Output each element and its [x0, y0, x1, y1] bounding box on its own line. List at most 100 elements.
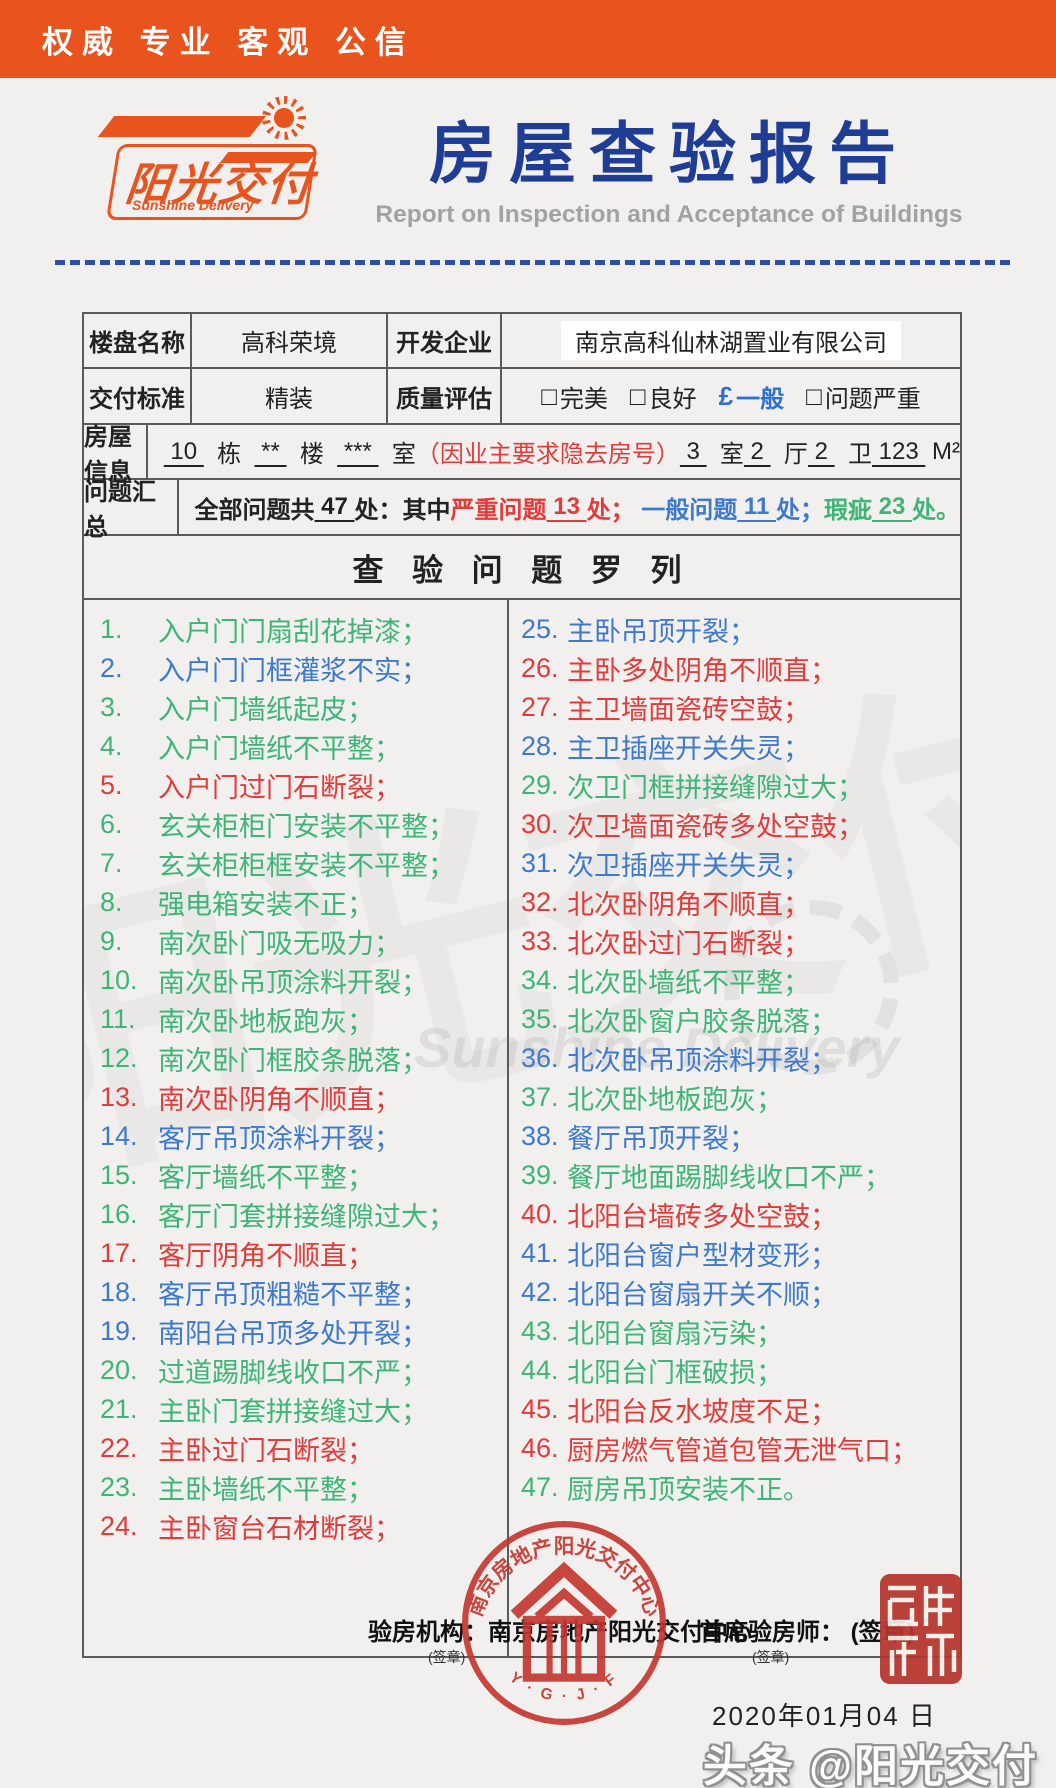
- text-token: 栋: [203, 441, 255, 468]
- problem-number: 47.: [521, 1472, 559, 1502]
- quality-option-良好[interactable]: □ 良好: [630, 379, 697, 414]
- problem-number: 17.: [100, 1238, 138, 1268]
- problem-number: 46.: [521, 1433, 559, 1463]
- problem-item-26: 26. 主卧多处阴角不顺直；: [521, 649, 960, 688]
- problem-number: 32.: [521, 887, 559, 917]
- problem-list: 阳光交付 Sunshine Delivery 1. 入户门门扇刮花掉漆； 2. 入户门…: [84, 600, 960, 1656]
- agency-seal-note: (签章): [428, 1649, 466, 1665]
- problem-text: 次卫插座开关失灵；: [567, 851, 810, 881]
- problem-item-2: 2. 入户门门框灌浆不实；: [100, 649, 507, 688]
- problem-number: 28.: [521, 731, 559, 761]
- problem-item-6: 6. 玄关柜柜门安装不平整；: [100, 805, 507, 844]
- problem-item-18: 18. 客厅吊顶粗糙不平整；: [100, 1273, 507, 1312]
- title-block: 房屋查验报告 Report on Inspection and Acceptan…: [322, 100, 1016, 229]
- field-value-developer: 南京高科仙林湖置业有限公司: [502, 314, 960, 367]
- problem-text: 北次卧窗户胶条脱落；: [567, 1007, 837, 1037]
- quality-option-label: 一般: [736, 385, 785, 413]
- table-row: 交付标准 精装 质量评估 □ 完美 □ 良好 £ 一般 □ 问题严重: [84, 369, 960, 425]
- problem-number: 1.: [100, 614, 123, 644]
- problem-number: 13.: [100, 1082, 138, 1112]
- quality-option-label: 良好: [648, 385, 697, 413]
- field-label-standard: 交付标准: [84, 369, 192, 423]
- problem-item-35: 35. 北次卧窗户胶条脱落；: [521, 1000, 960, 1039]
- signature-seal: [880, 1574, 962, 1684]
- problem-summary-value: 全部问题共 47 处：其中 严重问题 13 处； 一般问题 11 处； 瑕疵 23 …: [179, 480, 960, 534]
- problem-item-46: 46. 厨房燃气管道包管无泄气口；: [521, 1429, 960, 1468]
- quality-option-一般[interactable]: £ 一般: [719, 379, 784, 414]
- problem-number: 37.: [521, 1082, 559, 1112]
- text-token: 卫: [834, 441, 872, 468]
- problem-item-12: 12. 南次卧门框胶条脱落；: [100, 1039, 507, 1078]
- table-row: 房屋信息 10 栋 ** 楼 *** 室（因业主要求隐去房号） 3 室 2 厅 …: [84, 424, 960, 486]
- brand-logo: 阳光交付 Sunshine Delivery: [92, 96, 320, 228]
- problem-number: 18.: [100, 1277, 138, 1307]
- problem-number: 6.: [100, 809, 123, 839]
- problem-text: 北阳台窗户型材变形；: [567, 1241, 837, 1271]
- text-token: 处；: [586, 496, 635, 524]
- problem-item-28: 28. 主卫插座开关失灵；: [521, 727, 960, 766]
- problem-text: 南次卧门框胶条脱落；: [158, 1046, 428, 1076]
- sun-icon: [262, 96, 306, 140]
- problem-number: 20.: [100, 1355, 138, 1385]
- problem-item-9: 9. 南次卧门吸无吸力；: [100, 922, 507, 961]
- problem-item-21: 21. 主卧门套拼接缝过大；: [100, 1390, 507, 1429]
- problem-text: 入户门墙纸起皮；: [158, 695, 374, 725]
- problem-number: 7.: [100, 848, 123, 878]
- problem-number: 38.: [521, 1121, 559, 1151]
- problem-text: 北阳台墙砖多处空鼓；: [567, 1202, 837, 1232]
- text-token: ***: [337, 437, 379, 465]
- slogan-text: 权威 专业 客观 公信: [42, 24, 415, 60]
- problem-number: 24.: [100, 1511, 138, 1541]
- chief-inspector-label: 首席验房师： (签章): [700, 1619, 915, 1646]
- problem-text: 厨房吊顶安装不正。: [567, 1475, 810, 1505]
- problem-item-17: 17. 客厅阴角不顺直；: [100, 1234, 507, 1273]
- dashed-divider: [55, 260, 1010, 265]
- problem-item-38: 38. 餐厅吊顶开裂；: [521, 1117, 960, 1156]
- text-token: 11: [737, 493, 776, 520]
- problem-column-right: 25. 主卧吊顶开裂； 26. 主卧多处阴角不顺直； 27. 主卫墙面瓷砖空鼓； 28. 主卫…: [509, 600, 960, 1656]
- field-label-summary: 问题汇总: [84, 479, 179, 541]
- problem-item-23: 23. 主卧墙纸不平整；: [100, 1468, 507, 1507]
- toutiao-watermark: 头条 @阳光交付: [702, 1742, 1038, 1788]
- checkbox-icon[interactable]: □: [806, 380, 822, 411]
- text-token: 47: [314, 493, 355, 520]
- page-subtitle: Report on Inspection and Acceptance of B…: [375, 201, 963, 228]
- field-label-project: 楼盘名称: [84, 314, 192, 367]
- problem-number: 43.: [521, 1316, 559, 1346]
- problem-number: 30.: [521, 809, 559, 839]
- stamp-outer-ring: [462, 1521, 666, 1725]
- text-token: 室: [706, 441, 744, 468]
- problem-text: 南次卧阴角不顺直；: [158, 1085, 401, 1115]
- problem-item-3: 3. 入户门墙纸起皮；: [100, 688, 507, 727]
- problem-text: 客厅门套拼接缝隙过大；: [158, 1202, 455, 1232]
- checkbox-icon[interactable]: □: [629, 380, 646, 411]
- checkbox-icon[interactable]: £: [718, 380, 734, 411]
- checkbox-icon[interactable]: □: [541, 380, 557, 411]
- problem-number: 10.: [100, 965, 138, 995]
- problem-text: 玄关柜柜门安装不平整；: [158, 812, 455, 842]
- problem-item-27: 27. 主卫墙面瓷砖空鼓；: [521, 688, 960, 727]
- problem-text: 次卫门框拼接缝隙过大；: [567, 773, 864, 803]
- problem-text: 入户门门框灌浆不实；: [158, 656, 428, 686]
- text-token: 楼: [286, 441, 338, 468]
- logo-subtext: Sunshine Delivery: [132, 197, 254, 213]
- problem-text: 主卧门套拼接缝过大；: [158, 1397, 428, 1427]
- problem-number: 26.: [521, 653, 559, 683]
- quality-option-问题严重[interactable]: □ 问题严重: [806, 379, 921, 414]
- problem-number: 12.: [100, 1043, 138, 1073]
- problem-text: 主卫插座开关失灵；: [567, 734, 810, 764]
- problem-item-33: 33. 北次卧过门石断裂；: [521, 922, 960, 961]
- problem-number: 45.: [521, 1394, 559, 1424]
- problem-text: 餐厅吊顶开裂；: [567, 1124, 756, 1154]
- problem-text: 客厅吊顶粗糙不平整；: [158, 1280, 428, 1310]
- problem-text: 厨房燃气管道包管无泄气口；: [567, 1436, 918, 1466]
- quality-option-完美[interactable]: □ 完美: [541, 379, 608, 414]
- problem-number: 29.: [521, 770, 559, 800]
- problem-item-25: 25. 主卧吊顶开裂；: [521, 610, 960, 649]
- problem-item-42: 42. 北阳台窗扇开关不顺；: [521, 1273, 960, 1312]
- problem-number: 40.: [521, 1199, 559, 1229]
- problem-number: 23.: [100, 1472, 138, 1502]
- problem-item-10: 10. 南次卧吊顶涂料开裂；: [100, 961, 507, 1000]
- problem-text: 北阳台反水坡度不足；: [567, 1397, 837, 1427]
